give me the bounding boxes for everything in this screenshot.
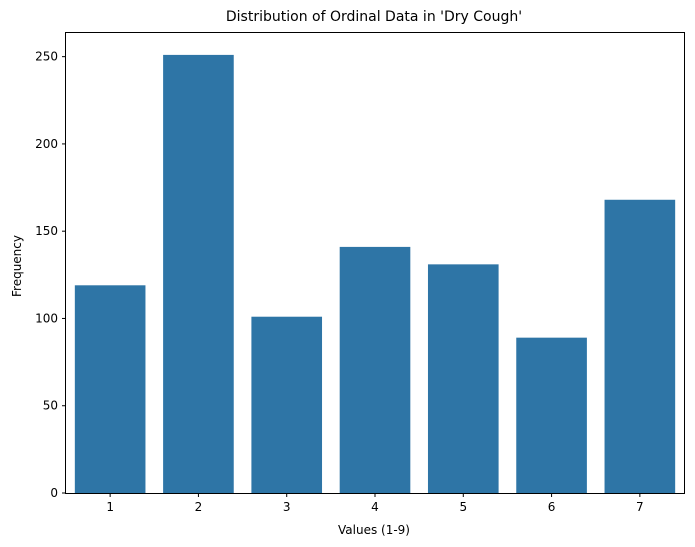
bar-4 xyxy=(339,246,411,493)
x-tick-label: 6 xyxy=(548,500,556,514)
bar-6 xyxy=(516,337,587,493)
bar-1 xyxy=(74,285,146,493)
y-tick-label: 250 xyxy=(35,50,58,64)
y-tick-label: 50 xyxy=(43,399,58,413)
x-tick-label: 1 xyxy=(106,500,114,514)
x-tick-label: 3 xyxy=(283,500,291,514)
bar-5 xyxy=(427,264,499,493)
x-tick-label: 7 xyxy=(636,500,644,514)
x-axis-ticks: 1 2 3 4 5 6 7 xyxy=(106,493,644,514)
y-axis-label: Frequency xyxy=(10,235,24,297)
y-tick-label: 150 xyxy=(35,224,58,238)
x-axis-label: Values (1-9) xyxy=(338,523,410,537)
bar-7 xyxy=(604,199,676,493)
x-tick-label: 5 xyxy=(459,500,467,514)
plot-frame xyxy=(65,32,685,494)
bar-2 xyxy=(163,54,234,494)
y-tick-label: 200 xyxy=(35,137,58,151)
x-tick-label: 2 xyxy=(195,500,203,514)
y-axis-ticks: 0 50 100 150 200 250 xyxy=(35,50,66,500)
y-tick-label: 100 xyxy=(35,311,58,325)
bar-3 xyxy=(251,316,323,493)
bars-group xyxy=(74,54,676,494)
y-tick-label: 0 xyxy=(50,486,58,500)
x-tick-label: 4 xyxy=(371,500,379,514)
chart-title: Distribution of Ordinal Data in 'Dry Cou… xyxy=(226,9,522,25)
